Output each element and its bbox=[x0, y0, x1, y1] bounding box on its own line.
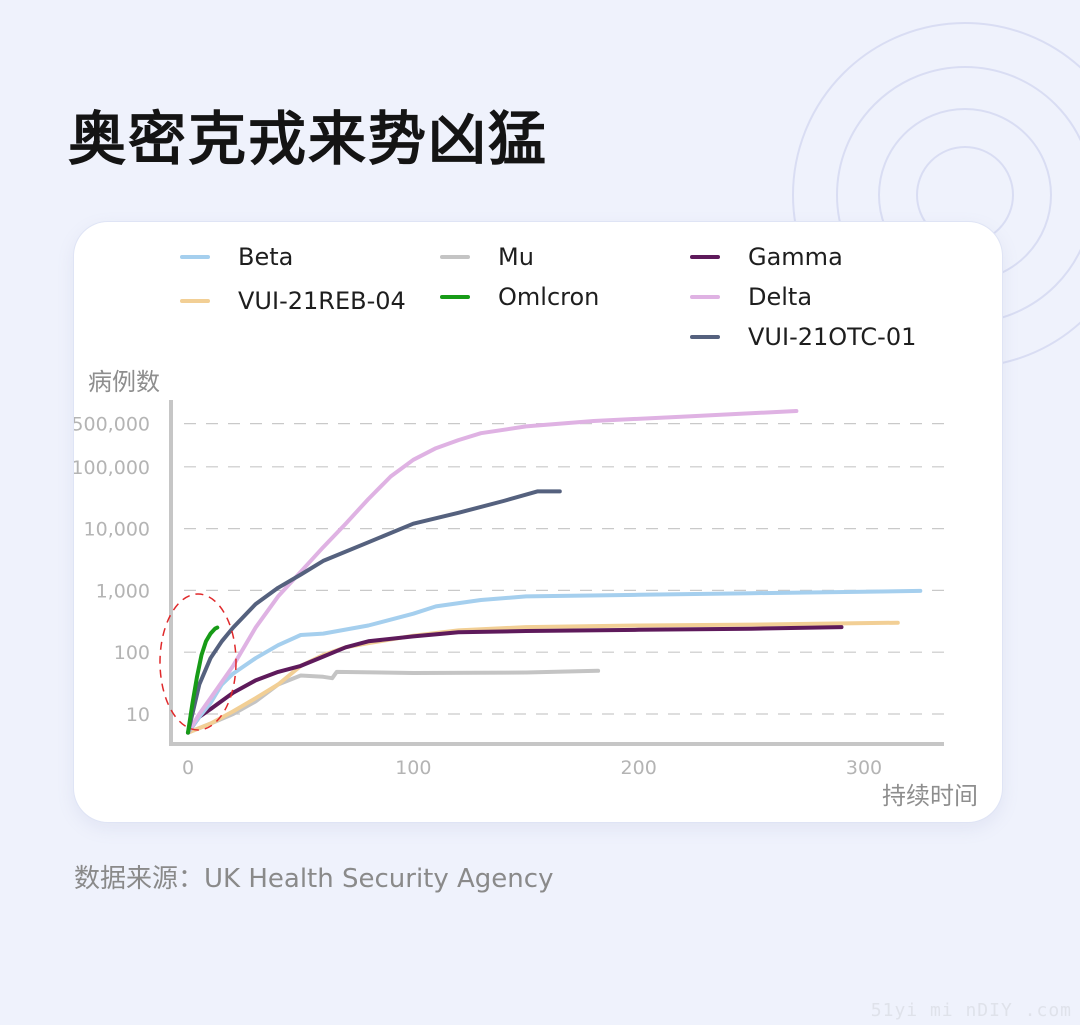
series-line-delta bbox=[186, 409, 799, 735]
x-tick-label: 200 bbox=[621, 757, 657, 779]
legend-swatch bbox=[690, 255, 720, 259]
legend-label: VUI-21REB-04 bbox=[238, 287, 406, 315]
watermark: 51yi mi nDIY .com bbox=[870, 1000, 1072, 1021]
legend-swatch bbox=[690, 335, 720, 339]
legend-label: Gamma bbox=[748, 243, 843, 271]
y-tick-label: 100,000 bbox=[74, 457, 150, 479]
series-line-gamma bbox=[186, 625, 844, 735]
line-chart: 10 100 1,000 10,000 100,000 500,000 0 100 200 300 bbox=[74, 400, 944, 779]
x-tick-label: 100 bbox=[395, 757, 431, 779]
y-tick-label: 10 bbox=[126, 704, 150, 726]
x-axis-title: 持续时间 bbox=[882, 782, 978, 810]
legend-label: Mu bbox=[498, 243, 534, 271]
legend-label: VUI-21OTC-01 bbox=[748, 323, 917, 351]
legend-swatch bbox=[180, 299, 210, 303]
legend-swatch bbox=[180, 255, 210, 259]
x-tick-label: 0 bbox=[182, 757, 194, 779]
legend-swatch bbox=[440, 295, 470, 299]
y-tick-label: 500,000 bbox=[74, 414, 150, 436]
y-tick-label: 1,000 bbox=[96, 580, 150, 602]
series-line-omlcron bbox=[186, 625, 220, 735]
y-axis-title: 病例数 bbox=[88, 368, 160, 396]
chart-card: Beta VUI-21REB-04 Mu Omlcron Gamma Delta VUI-2… bbox=[74, 222, 1002, 822]
series-line-vui-21otc-01 bbox=[186, 489, 562, 735]
series-line-beta bbox=[186, 588, 923, 735]
x-tick-label: 300 bbox=[846, 757, 882, 779]
legend-label: Omlcron bbox=[498, 283, 600, 311]
y-tick-label: 10,000 bbox=[84, 519, 150, 541]
data-source-note: 数据来源：UK Health Security Agency bbox=[74, 864, 554, 894]
legend-label: Delta bbox=[748, 283, 813, 311]
legend-swatch bbox=[440, 255, 470, 259]
highlight-ellipse bbox=[159, 593, 237, 731]
legend-swatch bbox=[690, 295, 720, 299]
legend-label: Beta bbox=[238, 243, 294, 271]
page-title: 奥密克戎来势凶猛 bbox=[68, 105, 549, 173]
y-tick-label: 100 bbox=[114, 642, 150, 664]
